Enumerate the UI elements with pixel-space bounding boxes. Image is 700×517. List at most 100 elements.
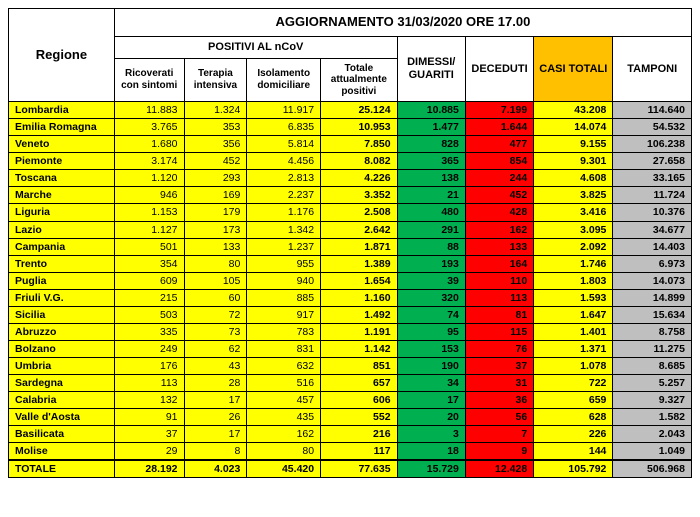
cell-isolamento: 955: [247, 255, 321, 272]
cell-deceduti: 115: [465, 323, 533, 340]
table-row: Piemonte3.1744524.4568.0823658549.30127.…: [9, 153, 692, 170]
cell-isolamento: 1.176: [247, 204, 321, 221]
cell-ricoverati: 609: [114, 272, 184, 289]
cell-tamponi: 6.973: [613, 255, 692, 272]
header-regione: Regione: [9, 9, 115, 102]
cell-tamponi: 27.658: [613, 153, 692, 170]
cell-deceduti: 452: [465, 187, 533, 204]
table-header: Regione AGGIORNAMENTO 31/03/2020 ORE 17.…: [9, 9, 692, 102]
cell-ricoverati: 3.174: [114, 153, 184, 170]
cell-isolamento: 2.237: [247, 187, 321, 204]
cell-ricoverati: 132: [114, 392, 184, 409]
cell-regione: Puglia: [9, 272, 115, 289]
cell-tamponi: 9.327: [613, 392, 692, 409]
cell-terapia: 353: [184, 119, 247, 136]
cell-regione: Umbria: [9, 358, 115, 375]
cell-ricoverati: 1.127: [114, 221, 184, 238]
cell-deceduti: 9: [465, 443, 533, 461]
cell-isolamento: 1.237: [247, 238, 321, 255]
cell-casi: 628: [534, 409, 613, 426]
cell-terapia: 4.023: [184, 460, 247, 478]
cell-deceduti: 477: [465, 136, 533, 153]
cell-isolamento: 435: [247, 409, 321, 426]
cell-ricoverati: 215: [114, 289, 184, 306]
table-row: Puglia6091059401.654391101.80314.073: [9, 272, 692, 289]
table-row: Bolzano249628311.142153761.37111.275: [9, 340, 692, 357]
cell-regione: Liguria: [9, 204, 115, 221]
header-deceduti: DECEDUTI: [465, 36, 533, 101]
cell-totale-pos: 2.642: [321, 221, 397, 238]
cell-terapia: 72: [184, 306, 247, 323]
cell-terapia: 62: [184, 340, 247, 357]
cell-tamponi: 10.376: [613, 204, 692, 221]
cell-casi: 226: [534, 426, 613, 443]
cell-terapia: 17: [184, 392, 247, 409]
cell-dimessi: 190: [397, 358, 465, 375]
cell-dimessi: 74: [397, 306, 465, 323]
cell-dimessi: 34: [397, 375, 465, 392]
cell-deceduti: 36: [465, 392, 533, 409]
cell-totale-pos: 606: [321, 392, 397, 409]
cell-tamponi: 106.238: [613, 136, 692, 153]
cell-dimessi: 39: [397, 272, 465, 289]
cell-isolamento: 2.813: [247, 170, 321, 187]
cell-isolamento: 940: [247, 272, 321, 289]
cell-terapia: 28: [184, 375, 247, 392]
cell-terapia: 73: [184, 323, 247, 340]
cell-totale-pos: 1.389: [321, 255, 397, 272]
cell-deceduti: 162: [465, 221, 533, 238]
cell-regione: Calabria: [9, 392, 115, 409]
cell-regione: Abruzzo: [9, 323, 115, 340]
table-row: Sicilia503729171.49274811.64715.634: [9, 306, 692, 323]
header-tamponi: TAMPONI: [613, 36, 692, 101]
cell-casi: 1.746: [534, 255, 613, 272]
cell-regione: Sardegna: [9, 375, 115, 392]
cell-regione: Campania: [9, 238, 115, 255]
cell-ricoverati: 354: [114, 255, 184, 272]
table-row: Marche9461692.2373.352214523.82511.724: [9, 187, 692, 204]
cell-casi: 3.416: [534, 204, 613, 221]
cell-casi: 1.371: [534, 340, 613, 357]
cell-isolamento: 80: [247, 443, 321, 461]
cell-deceduti: 428: [465, 204, 533, 221]
table-row: Friuli V.G.215608851.1603201131.59314.89…: [9, 289, 692, 306]
cell-regione: Valle d'Aosta: [9, 409, 115, 426]
cell-ricoverati: 176: [114, 358, 184, 375]
cell-terapia: 179: [184, 204, 247, 221]
cell-tamponi: 14.899: [613, 289, 692, 306]
cell-isolamento: 783: [247, 323, 321, 340]
cell-ricoverati: 249: [114, 340, 184, 357]
cell-isolamento: 831: [247, 340, 321, 357]
cell-casi: 1.593: [534, 289, 613, 306]
table-body: Lombardia11.8831.32411.91725.12410.8857.…: [9, 102, 692, 478]
cell-isolamento: 162: [247, 426, 321, 443]
cell-deceduti: 854: [465, 153, 533, 170]
cell-terapia: 43: [184, 358, 247, 375]
cell-dimessi: 138: [397, 170, 465, 187]
cell-ricoverati: 946: [114, 187, 184, 204]
table-row: Veneto1.6803565.8147.8508284779.155106.2…: [9, 136, 692, 153]
cell-tamponi: 54.532: [613, 119, 692, 136]
cell-totale-pos: 851: [321, 358, 397, 375]
table-row: Valle d'Aosta912643555220566281.582: [9, 409, 692, 426]
cell-deceduti: 1.644: [465, 119, 533, 136]
cell-tamponi: 2.043: [613, 426, 692, 443]
cell-regione: Molise: [9, 443, 115, 461]
table-row: Molise298801171891441.049: [9, 443, 692, 461]
table-row: Trento354809551.3891931641.7466.973: [9, 255, 692, 272]
cell-tamponi: 8.685: [613, 358, 692, 375]
cell-deceduti: 81: [465, 306, 533, 323]
cell-isolamento: 1.342: [247, 221, 321, 238]
cell-dimessi: 18: [397, 443, 465, 461]
cell-casi: 144: [534, 443, 613, 461]
cell-totale-pos: 1.492: [321, 306, 397, 323]
cell-terapia: 173: [184, 221, 247, 238]
cell-dimessi: 365: [397, 153, 465, 170]
cell-ricoverati: 91: [114, 409, 184, 426]
cell-tamponi: 11.724: [613, 187, 692, 204]
table-row: Lombardia11.8831.32411.91725.12410.8857.…: [9, 102, 692, 119]
cell-dimessi: 10.885: [397, 102, 465, 119]
cell-dimessi: 153: [397, 340, 465, 357]
table-row: Basilicata3717162216372262.043: [9, 426, 692, 443]
cell-deceduti: 133: [465, 238, 533, 255]
